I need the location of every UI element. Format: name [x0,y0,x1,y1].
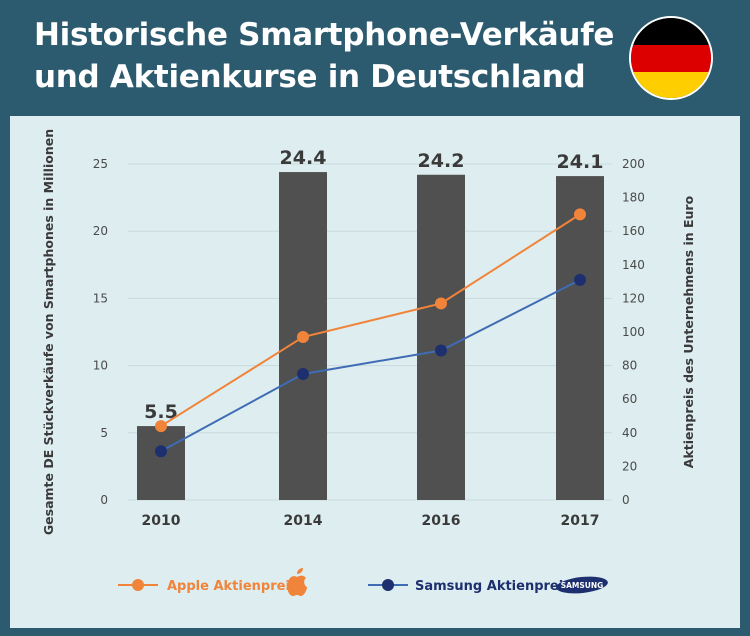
title-line-1: Historische Smartphone-Verkäufe [34,17,615,53]
flag-stripe-black [631,18,711,46]
flag-stripe-red [631,45,711,72]
series-point [297,331,309,344]
y2-axis-title: Aktienpreis des Unternehmens in Euro [681,195,696,468]
y-tick-label: 5 [100,426,108,440]
legend-apple-label: Apple Aktienpreis [167,579,298,594]
bar [556,176,604,500]
y2-tick-label: 40 [622,426,637,440]
y2-tick-label: 0 [622,493,630,507]
chart-panel: 0 5 10 15 20 25 0 20 40 60 80 100 120 140 160 180 200 5.5… [10,116,740,628]
page-title: Historische Smartphone-Verkäufe und Akti… [34,14,614,98]
bar [417,174,465,500]
y2-tick-label: 80 [622,359,637,373]
samsung-logo-text: SAMSUNG [561,581,604,590]
series-point [574,208,586,221]
flag-stripe-gold [631,71,711,98]
apple-logo-icon [287,575,307,596]
legend-samsung-marker [382,579,394,591]
series-line [160,213,581,427]
y2-tick-label: 20 [622,459,637,473]
y2-tick-label: 140 [622,258,645,272]
samsung-logo-icon [556,576,608,594]
apple-logo-leaf [297,568,303,574]
y2-tick-label: 180 [622,191,645,205]
y2-tick-label: 160 [622,224,645,238]
series-point [435,344,447,357]
x-tick-label: 2016 [422,513,461,529]
y2-tick-label: 60 [622,392,637,406]
y-tick-label: 0 [100,493,108,507]
y2-tick-label: 100 [622,325,645,339]
x-tick-label: 2017 [561,513,600,529]
y-tick-label: 10 [93,359,108,373]
bar-value-label: 24.2 [418,150,465,172]
y-tick-label: 25 [93,157,108,171]
y-tick-label: 15 [93,291,108,305]
bar-value-label: 5.5 [144,401,178,423]
y-tick-label: 20 [93,224,108,238]
y-axis-title: Gesamte DE Stückverkäufe von Smartphones… [41,129,56,535]
title-line-2: und Aktienkurse in Deutschland [34,59,586,95]
series-line [160,279,581,453]
legend-samsung-label: Samsung Aktienpreis [415,579,571,594]
series-point [574,273,586,286]
series-point [297,368,309,380]
germany-flag-icon [629,16,713,100]
y2-tick-label: 200 [622,157,645,171]
x-tick-label: 2014 [284,513,323,529]
bar [137,426,185,500]
y2-tick-label: 120 [622,291,645,305]
combo-chart: 0 5 10 15 20 25 0 20 40 60 80 100 120 140 160 180 200 5.5… [41,129,696,596]
series-point [155,420,167,433]
bar-value-label: 24.4 [280,147,327,169]
series-point [435,297,447,310]
bar-value-label: 24.1 [557,151,604,173]
series-point [155,445,167,458]
x-tick-label: 2010 [142,513,181,529]
legend-apple-marker [132,579,144,591]
